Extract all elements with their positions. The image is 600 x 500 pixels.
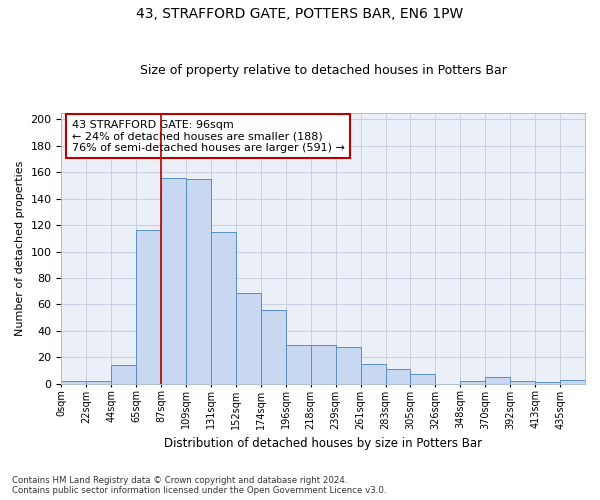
Y-axis label: Number of detached properties: Number of detached properties — [15, 160, 25, 336]
Bar — [311, 346, 335, 384]
Bar — [161, 178, 186, 384]
Bar — [261, 310, 286, 384]
Bar — [410, 374, 436, 384]
Title: Size of property relative to detached houses in Potters Bar: Size of property relative to detached ho… — [140, 64, 506, 77]
Bar — [335, 346, 361, 384]
Bar — [136, 230, 161, 384]
Bar — [485, 377, 510, 384]
Text: Contains HM Land Registry data © Crown copyright and database right 2024.
Contai: Contains HM Land Registry data © Crown c… — [12, 476, 386, 495]
Bar — [61, 381, 86, 384]
Bar — [560, 380, 585, 384]
Bar — [510, 381, 535, 384]
X-axis label: Distribution of detached houses by size in Potters Bar: Distribution of detached houses by size … — [164, 437, 482, 450]
Bar — [211, 232, 236, 384]
Bar — [236, 292, 261, 384]
Bar — [186, 179, 211, 384]
Bar — [111, 365, 136, 384]
Bar — [286, 346, 311, 384]
Bar — [460, 381, 485, 384]
Bar — [535, 382, 560, 384]
Bar — [361, 364, 386, 384]
Text: 43, STRAFFORD GATE, POTTERS BAR, EN6 1PW: 43, STRAFFORD GATE, POTTERS BAR, EN6 1PW — [136, 8, 464, 22]
Bar — [386, 369, 410, 384]
Text: 43 STRAFFORD GATE: 96sqm
← 24% of detached houses are smaller (188)
76% of semi-: 43 STRAFFORD GATE: 96sqm ← 24% of detach… — [72, 120, 345, 153]
Bar — [86, 381, 111, 384]
